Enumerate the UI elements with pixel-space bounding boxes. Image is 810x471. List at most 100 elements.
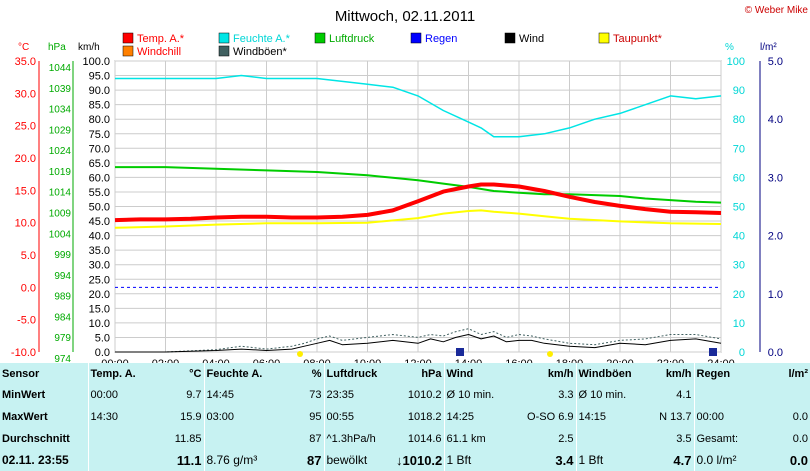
- pct-tick-label: 0: [739, 347, 745, 359]
- pct-tick-label: 20: [733, 289, 745, 301]
- humidity-line: [115, 74, 722, 138]
- kmh-tick-label: 30.0: [89, 260, 110, 272]
- table-cell: Windböen: [575, 363, 640, 385]
- table-row: MaxWert 14:30 15.9 03:00 95 00:55 1018.2 14:25 O…: [0, 406, 810, 428]
- table-cell: 0.0: [792, 410, 808, 423]
- table-cell: 00:00: [693, 406, 758, 428]
- kmh-tick-label: 75.0: [89, 129, 110, 141]
- table-cell: 3.3: [558, 389, 574, 402]
- legend-swatch: [122, 32, 134, 44]
- hpa-tick-label: 979: [54, 333, 71, 344]
- hpa-tick-label: 1014: [49, 188, 72, 199]
- pressure-line: [115, 166, 722, 204]
- legend-label: Taupunkt*: [613, 33, 663, 45]
- time-tick-label: 06:00: [253, 358, 281, 363]
- pct-tick-label: 30: [733, 260, 745, 272]
- time-tick-label: 10:00: [354, 358, 382, 363]
- time-tick-label: 14:00: [455, 358, 483, 363]
- kmh-unit-label: km/h: [78, 42, 100, 53]
- time-tick-label: 16:00: [505, 358, 533, 363]
- table-cell: 4.1: [676, 389, 692, 402]
- time-tick-label: 04:00: [202, 358, 230, 363]
- kmh-tick-label: 80.0: [89, 114, 110, 126]
- time-tick-label: 02:00: [152, 358, 180, 363]
- table-cell: N 13.7: [659, 410, 692, 423]
- time-tick-label: 22:00: [657, 358, 685, 363]
- table-cell: 14:15: [575, 406, 640, 428]
- table-cell: 9.7: [186, 389, 202, 402]
- table-cell: 11.85: [174, 432, 202, 445]
- sun-moon-markers: 09:4807:1913:3117:0823:34: [297, 348, 717, 357]
- chart-title: Mittwoch, 02.11.2011: [335, 8, 475, 25]
- table-cell: ↓1010.2: [396, 452, 443, 468]
- table-cell: Sensor: [2, 367, 40, 380]
- legend-label: Windböen*: [233, 46, 288, 58]
- table-cell: [87, 449, 158, 471]
- legend-label: Luftdruck: [329, 33, 375, 45]
- table-cell: 8.76 g/m³: [203, 449, 284, 471]
- pct-tick-label: 70: [733, 143, 745, 155]
- table-cell: Ø 10 min.: [575, 384, 640, 407]
- table-cell: [203, 427, 284, 450]
- rain-tick-label: 0.0: [768, 347, 783, 359]
- table-cell: 03:00: [203, 406, 284, 428]
- table-cell: 00:55: [323, 406, 394, 428]
- wind-gust-line: [115, 328, 722, 353]
- table-row: 02.11. 23:55 11.1 8.76 g/m³ 87 bewölkt ↓1010.…: [0, 449, 810, 471]
- legend-swatch: [410, 32, 422, 44]
- legend-label: Feuchte A.*: [233, 33, 291, 45]
- table-cell: [758, 385, 810, 407]
- table-cell: 1014.6: [407, 432, 442, 445]
- time-tick-label: 08:00: [303, 358, 331, 363]
- pct-tick-label: 60: [733, 172, 745, 184]
- table-cell: 23:35: [323, 384, 394, 407]
- legend-swatch: [598, 32, 610, 44]
- table-cell: 73: [309, 389, 322, 402]
- table-cell: 87: [307, 452, 322, 468]
- hpa-tick-label: 999: [54, 250, 71, 261]
- table-cell: ^1.3hPa/h: [323, 427, 394, 450]
- table-cell: Gesamt:: [693, 427, 758, 450]
- kmh-tick-label: 60.0: [89, 172, 110, 184]
- hpa-tick-label: 984: [54, 312, 71, 323]
- table-cell: hPa: [421, 367, 442, 380]
- kmh-tick-label: 50.0: [89, 202, 110, 214]
- table-cell: [87, 427, 158, 450]
- pct-tick-label: 50: [733, 202, 745, 214]
- kmh-tick-label: 5.0: [95, 332, 110, 344]
- rain-tick-label: 4.0: [768, 114, 783, 126]
- table-cell: Luftdruck: [323, 363, 394, 385]
- rain-tick-label: 3.0: [768, 172, 783, 184]
- legend-label: Temp. A.*: [137, 33, 185, 45]
- table-cell: [575, 427, 640, 450]
- table-cell: bewölkt: [323, 449, 394, 471]
- sunset-icon: [547, 351, 553, 357]
- rain-tick-label: 5.0: [768, 56, 783, 68]
- moonrise-icon: [456, 348, 464, 356]
- table-cell: 14:30: [87, 406, 158, 428]
- temp-tick-label: 0.0: [21, 282, 36, 294]
- pct-tick-label: 100: [727, 56, 745, 68]
- hpa-unit-label: hPa: [48, 42, 66, 53]
- temp-tick-label: 30.0: [15, 88, 36, 100]
- table-row: MinWert 00:00 9.7 14:45 73 23:35 1010.2 Ø 10 mi…: [0, 384, 810, 407]
- temp-unit-label: °C: [18, 42, 29, 53]
- table-cell: O-SO 6.9: [527, 410, 574, 423]
- hpa-tick-label: 1039: [49, 84, 72, 95]
- dewpoint-line: [114, 209, 722, 229]
- series-lines: [114, 74, 722, 353]
- table-row: Durchschnitt 11.85 87 ^1.3hPa/h 1014.6 61.1 k…: [0, 427, 810, 450]
- hpa-tick-label: 1004: [49, 229, 72, 240]
- kmh-tick-label: 70.0: [89, 143, 110, 155]
- legend-label: Wind: [519, 33, 544, 45]
- table-cell: 1010.2: [407, 389, 442, 402]
- temperature-line: [114, 182, 722, 223]
- legend-label: Regen: [425, 33, 457, 45]
- stats-table: Sensor Temp. A. °C Feuchte A.% Luftdruck hPa W…: [0, 363, 810, 471]
- table-cell: Ø 10 min.: [443, 384, 512, 407]
- table-cell: 15.9: [180, 410, 202, 423]
- hpa-tick-label: 1044: [49, 63, 72, 74]
- temp-tick-label: 5.0: [21, 250, 36, 262]
- table-cell: 00:00: [87, 384, 158, 407]
